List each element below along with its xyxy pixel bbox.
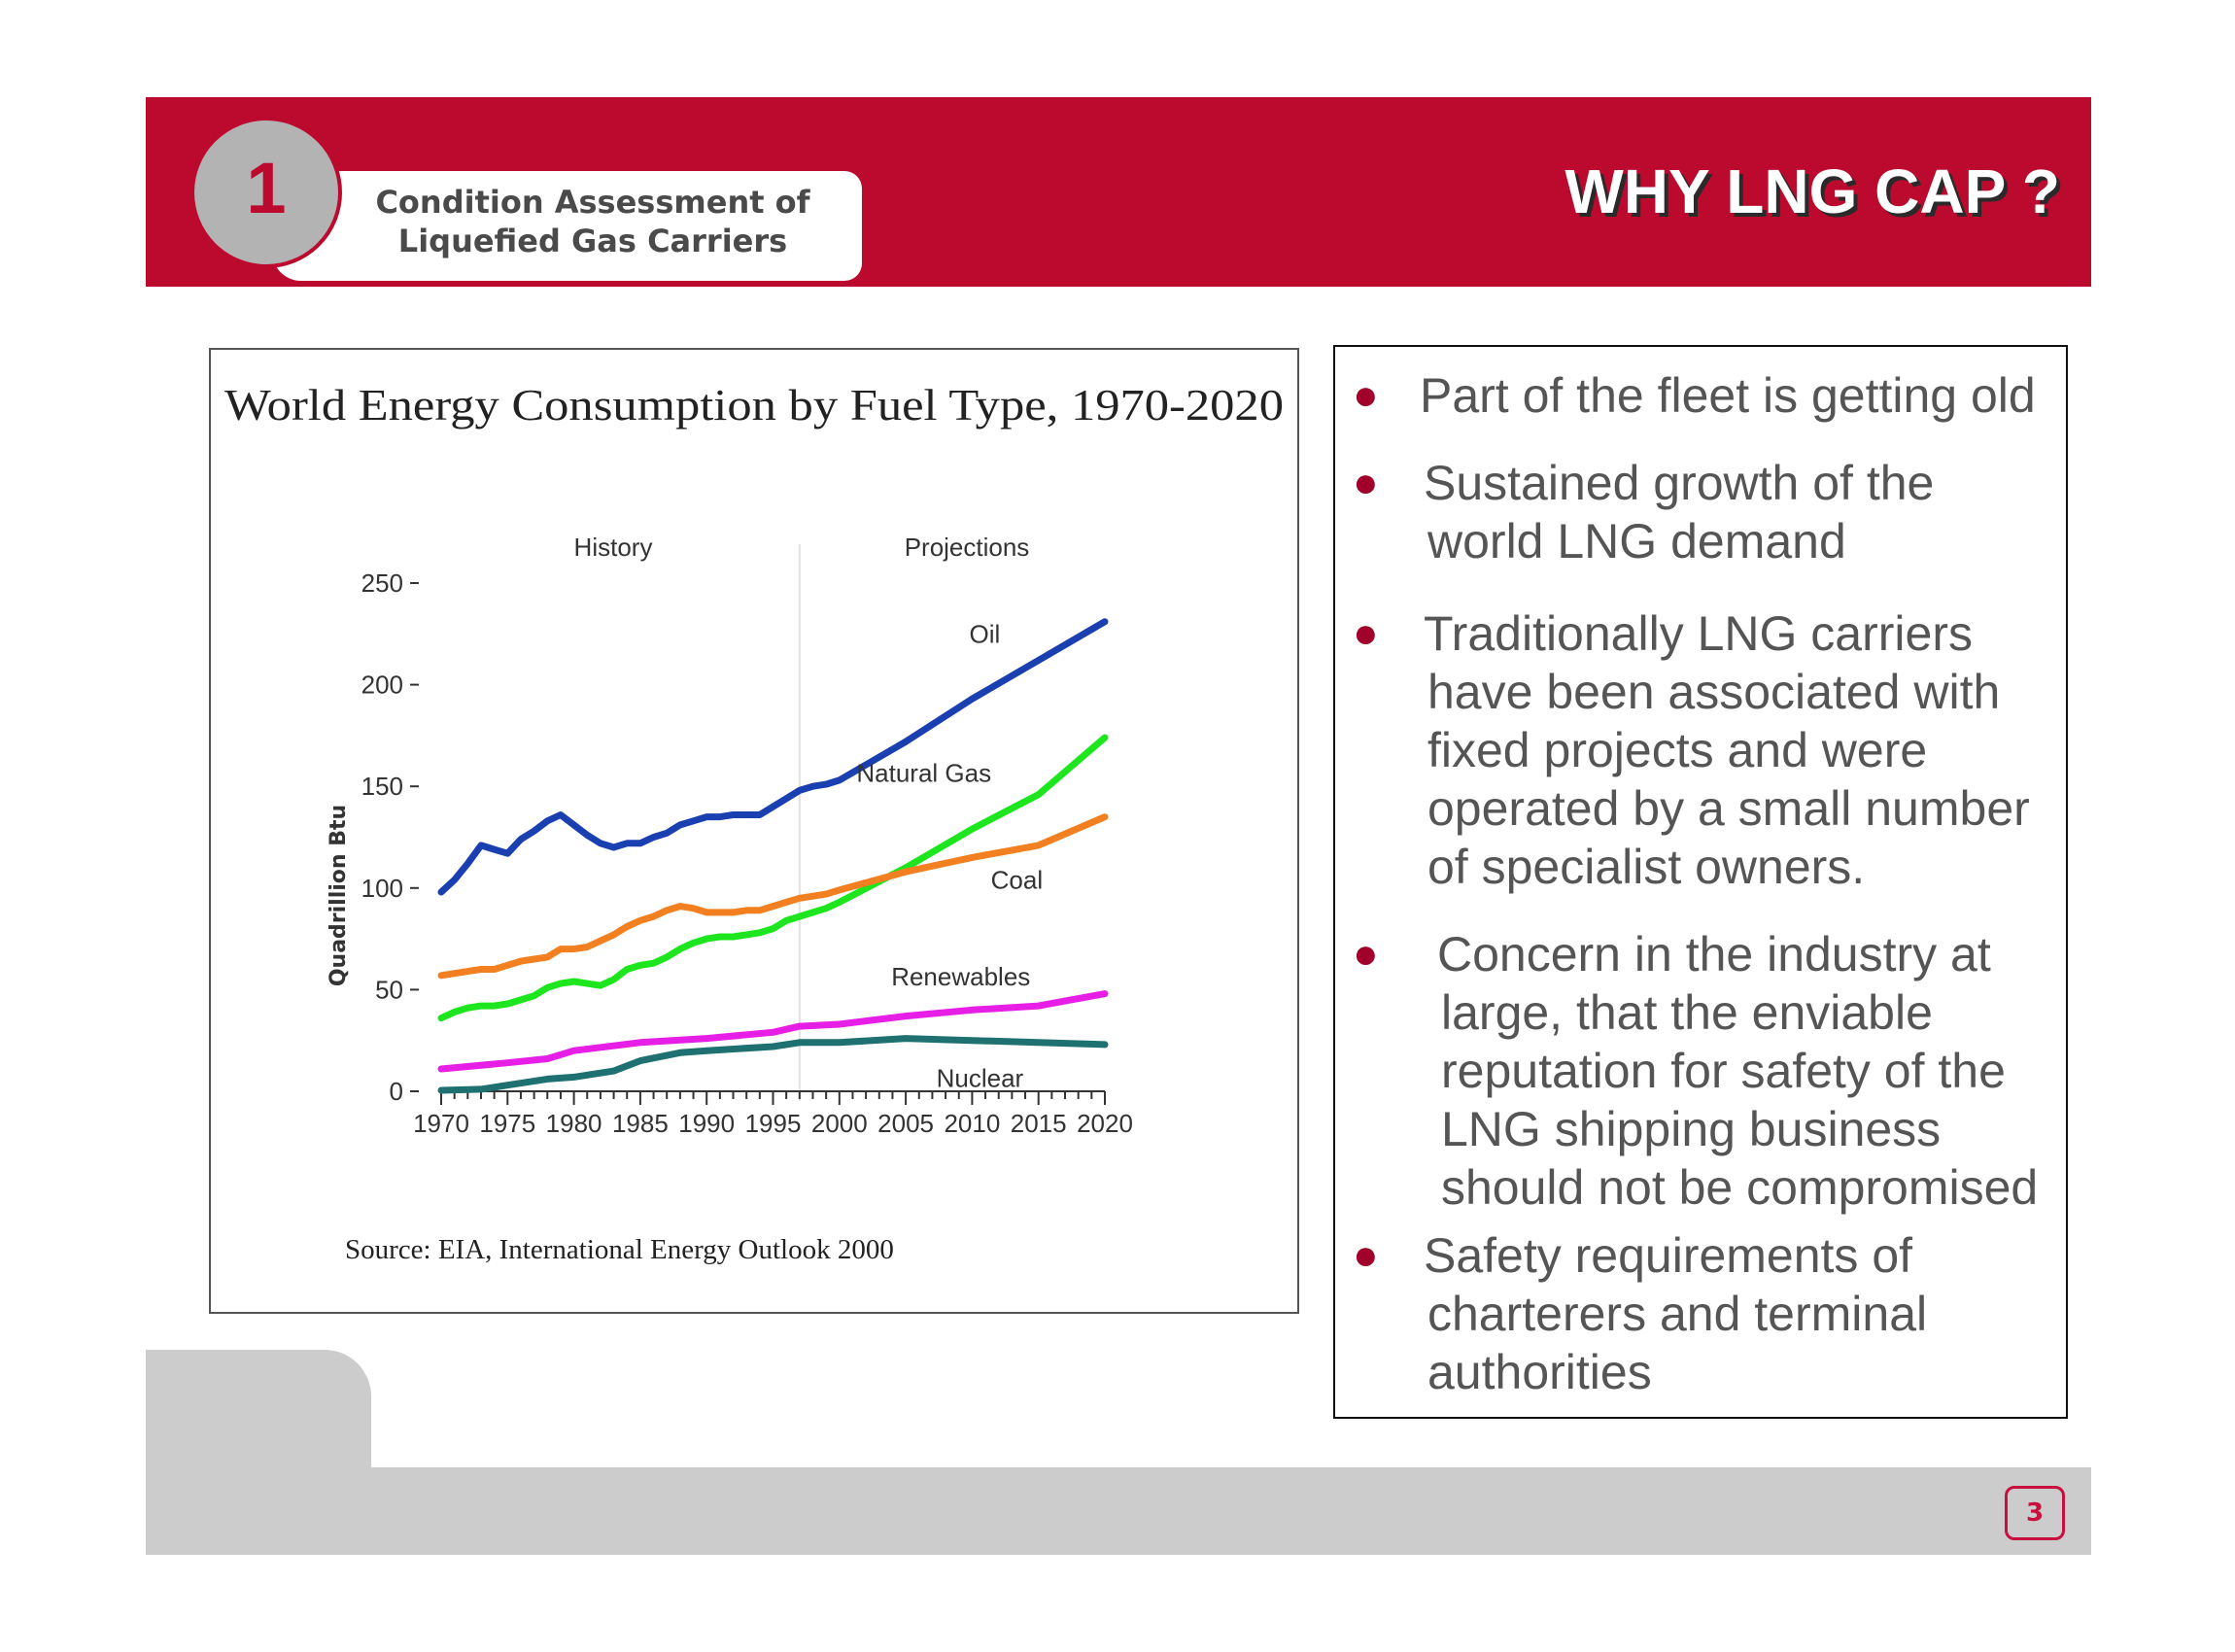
section-title-line1: Condition Assessment of <box>375 184 810 221</box>
footer-bar <box>146 1467 2091 1555</box>
bullet-line: Concern in the industry at <box>1437 927 1991 981</box>
y-tick-label: 200 <box>361 671 403 700</box>
x-tick-label: 1975 <box>479 1109 535 1138</box>
bullet-line: Traditionally LNG carriers <box>1424 606 1973 661</box>
energy-consumption-chart: World Energy Consumption by Fuel Type, 1… <box>224 380 1284 1265</box>
y-tick-label: 250 <box>361 568 403 598</box>
x-tick-label: 1995 <box>745 1109 802 1138</box>
bullet-line: world LNG demand <box>1427 514 1846 568</box>
x-tick-label: 2010 <box>944 1109 1000 1138</box>
x-tick-label: 2015 <box>1011 1109 1067 1138</box>
bullet-line: large, that the enviable <box>1441 985 1933 1040</box>
section-title: Condition Assessment of Liquefied Gas Ca… <box>321 183 865 260</box>
bullet-item: ● Sustained growth of the world LNG demand <box>1353 454 1935 570</box>
bullet-line: operated by a small number <box>1427 781 2030 836</box>
x-tick-label: 1970 <box>413 1109 469 1138</box>
series-line-renewables <box>437 990 1109 1073</box>
x-tick-label: 2005 <box>877 1109 934 1138</box>
bullet-dot-icon: ● <box>1353 930 1379 978</box>
bullet-line: Part of the fleet is getting old <box>1420 368 2036 423</box>
y-tick-label: 0 <box>390 1077 403 1106</box>
series-label: Natural Gas <box>856 759 991 788</box>
series-line-nuclear <box>437 1035 1109 1094</box>
bullet-line: Safety requirements of <box>1424 1228 1913 1283</box>
bullet-list-box: ● Part of the fleet is getting old ● Sustai… <box>1333 345 2068 1419</box>
bullet-line: have been associated with <box>1427 665 2001 719</box>
x-tick-label: 2020 <box>1077 1109 1133 1138</box>
x-tick-label: 1985 <box>612 1109 669 1138</box>
bullet-line: should not be compromised <box>1441 1160 2039 1215</box>
series-label: Renewables <box>891 962 1030 991</box>
y-tick-label: 50 <box>375 975 403 1004</box>
bullet-line: reputation for safety of the <box>1441 1044 2006 1098</box>
series-label: Coal <box>991 865 1043 894</box>
page-number-badge: 3 <box>2005 1486 2065 1540</box>
projections-label: Projections <box>905 533 1030 562</box>
chart-title: World Energy Consumption by Fuel Type, 1… <box>224 380 1284 430</box>
y-tick-label: 100 <box>361 874 403 903</box>
section-title-pill <box>272 171 862 281</box>
bullet-line: charterers and terminal <box>1427 1287 1928 1341</box>
section-title-line2: Liquefied Gas Carriers <box>397 223 788 259</box>
bullet-dot-icon: ● <box>1353 1231 1379 1279</box>
history-label: History <box>574 533 653 562</box>
page-title: WHY LNG CAP ? <box>1564 156 2060 226</box>
page-number: 3 <box>2025 1498 2045 1528</box>
bullet-dot-icon: ● <box>1353 609 1379 657</box>
chart-frame: World Energy Consumption by Fuel Type, 1… <box>209 348 1299 1314</box>
bullet-line: of specialist owners. <box>1427 840 1866 894</box>
x-tick-label: 2000 <box>811 1109 868 1138</box>
bullet-item: ● Concern in the industry at large, that t… <box>1353 925 2039 1217</box>
chart-source: Source: EIA, International Energy Outloo… <box>345 1234 894 1265</box>
y-tick-label: 150 <box>361 772 403 801</box>
section-number: 1 <box>246 148 287 228</box>
bullet-item: ● Part of the fleet is getting old <box>1353 366 2036 425</box>
bullet-dot-icon: ● <box>1353 371 1379 419</box>
bullet-line: fixed projects and were <box>1427 723 1928 777</box>
bullet-item: ● Safety requirements of charterers and te… <box>1353 1226 1928 1401</box>
y-axis-label: Quadrillion Btu <box>327 805 351 986</box>
bullet-item: ● Traditionally LNG carriers have been ass… <box>1353 604 2030 896</box>
bullet-line: authorities <box>1427 1345 1652 1399</box>
section-number-badge: 1 <box>190 117 342 268</box>
series-label: Nuclear <box>937 1064 1024 1093</box>
bullet-dot-icon: ● <box>1353 459 1379 506</box>
series-line-coal <box>437 813 1109 980</box>
bullet-line: Sustained growth of the <box>1424 456 1935 510</box>
series-label: Oil <box>969 620 1000 649</box>
x-tick-label: 1990 <box>678 1109 735 1138</box>
bullet-line: LNG shipping business <box>1441 1102 1942 1156</box>
x-tick-label: 1980 <box>546 1109 602 1138</box>
